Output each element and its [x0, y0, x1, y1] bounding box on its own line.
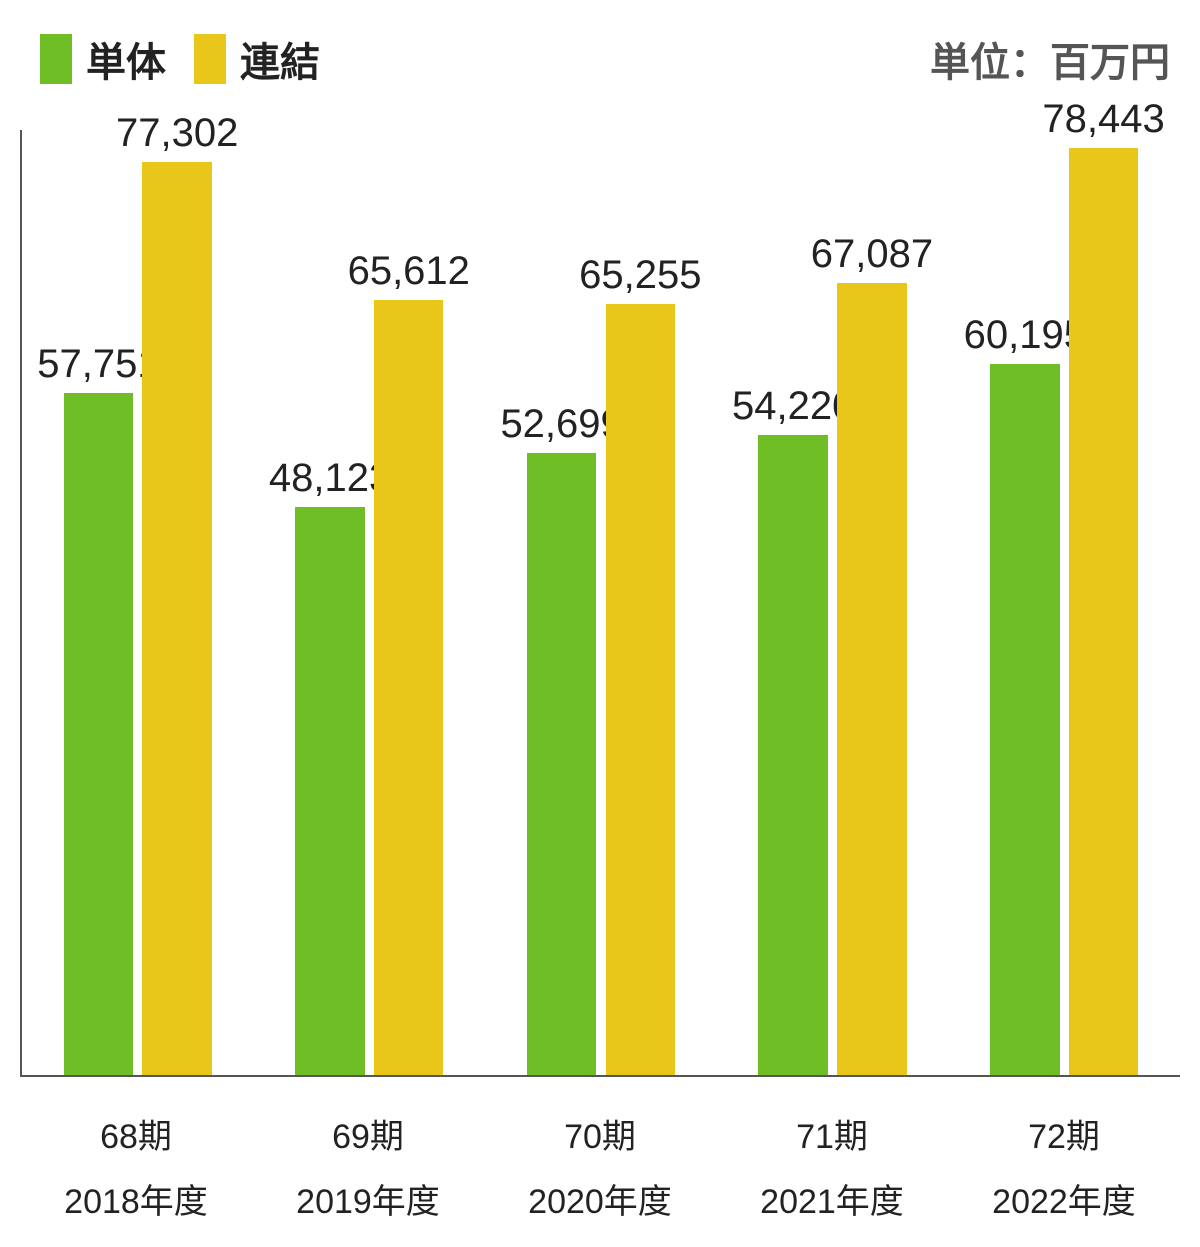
bar-standalone: [64, 393, 133, 1075]
bar-standalone: [527, 453, 596, 1076]
unit-label: 単位：百万円: [930, 30, 1170, 88]
chart-header: 単体 連結 単位：百万円: [0, 20, 1200, 90]
x-label-period: 69期: [252, 1105, 484, 1170]
legend-label-standalone: 単体: [86, 30, 166, 88]
value-label-consolidated: 67,087: [811, 232, 933, 277]
plot-area: 57,75177,302 48,123 65,612 52,699 65,255 54,2…: [20, 130, 1180, 1077]
value-label-standalone: 48,123: [269, 456, 391, 501]
x-label-period: 72期: [948, 1105, 1180, 1170]
bar-standalone: [295, 507, 364, 1075]
x-label-year: 2018年度: [20, 1170, 252, 1235]
bar-group: 60,19578,443: [948, 130, 1180, 1075]
bar-consolidated: [142, 162, 211, 1075]
x-label-year: 2021年度: [716, 1170, 948, 1235]
legend: 単体 連結: [40, 30, 320, 88]
bar-group: 52,699 65,255: [485, 130, 717, 1075]
x-label-group: 69期2019年度: [252, 1087, 484, 1247]
bar-standalone: [758, 435, 827, 1075]
x-label-period: 68期: [20, 1105, 252, 1170]
x-label-period: 70期: [484, 1105, 716, 1170]
value-label-consolidated: 65,255: [579, 253, 701, 298]
value-label-standalone: 60,195: [964, 313, 1086, 358]
legend-swatch-consolidated: [194, 34, 226, 84]
bar-group: 48,123 65,612: [254, 130, 486, 1075]
legend-item-consolidated: 連結: [194, 30, 320, 88]
value-label-consolidated: 78,443: [1042, 97, 1164, 142]
chart-root: 単体 連結 単位：百万円 57,75177,30248,12365,61252,…: [0, 0, 1200, 1247]
x-label-year: 2022年度: [948, 1170, 1180, 1235]
value-label-standalone: 54,220: [732, 384, 854, 429]
x-label-group: 71期2021年度: [716, 1087, 948, 1247]
x-label-year: 2020年度: [484, 1170, 716, 1235]
bar-consolidated: [606, 304, 675, 1075]
bar-consolidated: [374, 300, 443, 1075]
x-label-group: 68期2018年度: [20, 1087, 252, 1247]
x-label-group: 72期2022年度: [948, 1087, 1180, 1247]
value-label-standalone: 57,751: [37, 342, 159, 387]
x-axis-labels: 68期2018年度69期2019年度70期2020年度71期2021年度72期2…: [20, 1087, 1180, 1247]
bar-consolidated: [1069, 148, 1138, 1075]
legend-swatch-standalone: [40, 34, 72, 84]
bar-group: 54,220 67,087: [717, 130, 949, 1075]
bar-standalone: [990, 364, 1059, 1075]
bar-consolidated: [837, 283, 906, 1075]
x-label-period: 71期: [716, 1105, 948, 1170]
x-label-group: 70期2020年度: [484, 1087, 716, 1247]
x-label-year: 2019年度: [252, 1170, 484, 1235]
value-label-standalone: 52,699: [500, 402, 622, 447]
value-label-consolidated: 77,302: [116, 111, 238, 156]
legend-item-standalone: 単体: [40, 30, 166, 88]
bar-group: 57,75177,302: [22, 130, 254, 1075]
value-label-consolidated: 65,612: [348, 249, 470, 294]
legend-label-consolidated: 連結: [240, 30, 320, 88]
